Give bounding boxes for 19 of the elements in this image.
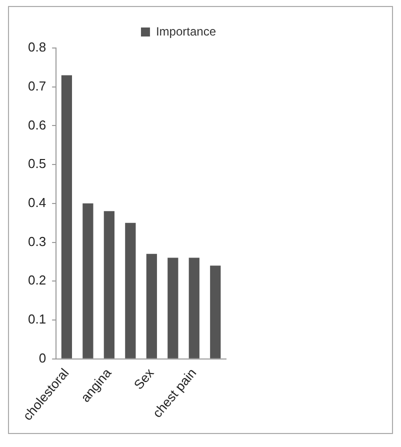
bar (210, 266, 221, 358)
y-tick-label: 0.3 (28, 234, 46, 249)
x-tick-label: Sex (130, 365, 158, 392)
y-tick-label: 0 (38, 350, 46, 366)
bar (61, 75, 72, 358)
y-tick-label: 0.2 (28, 272, 46, 288)
bar (146, 254, 157, 358)
bar (188, 258, 200, 358)
bar (125, 222, 136, 358)
y-tick-label: 0.6 (28, 117, 46, 132)
y-tick-label: 0.5 (28, 156, 46, 172)
y-tick-label: 0.4 (28, 194, 46, 210)
y-tick-label: 0.8 (28, 40, 46, 55)
bar (104, 211, 114, 358)
bar (82, 203, 94, 358)
legend-label: Importance (156, 24, 216, 38)
bar (168, 258, 178, 358)
y-tick-label: 0.1 (28, 312, 46, 327)
y-tick-label: 0.7 (28, 78, 46, 94)
